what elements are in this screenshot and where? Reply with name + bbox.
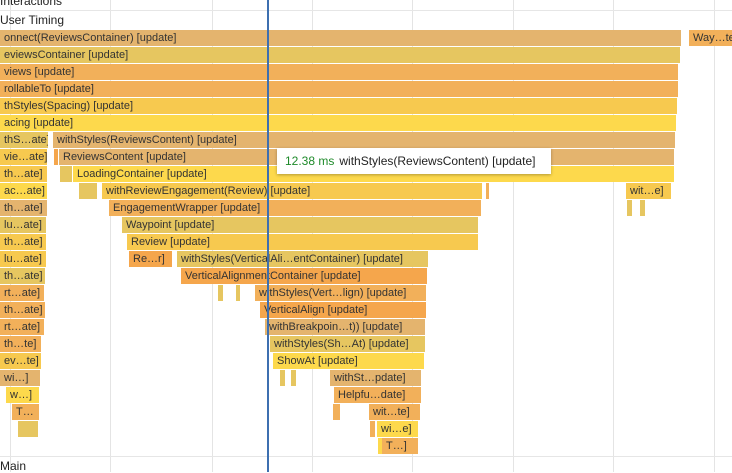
track-separator [0, 10, 732, 11]
flame-bar[interactable]: VerticalAlignmentContainer [update] [181, 268, 427, 284]
flame-bar[interactable]: wit…e] [626, 183, 671, 199]
flame-bar[interactable]: T…] [382, 438, 418, 454]
flame-bar[interactable]: acing [update] [0, 115, 676, 131]
flame-bar[interactable]: rollableTo [update] [0, 81, 678, 97]
flame-bar[interactable]: rt…ate] [0, 319, 44, 335]
flame-bar[interactable] [378, 438, 382, 454]
tooltip: 12.38 ms withStyles(ReviewsContent) [upda… [277, 148, 551, 174]
flame-bar[interactable]: Way…te] [689, 30, 732, 46]
flame-bar[interactable]: withStyles(Sh…At) [update] [270, 336, 425, 352]
flame-bar[interactable] [236, 285, 240, 301]
flame-bar[interactable]: th…te] [0, 336, 41, 352]
flame-bar[interactable] [370, 421, 375, 437]
flame-bar[interactable]: withStyles(Vert…lign) [update] [255, 285, 426, 301]
flame-bar[interactable] [486, 183, 489, 199]
flame-bar[interactable]: th…ate] [0, 166, 47, 182]
flame-bar[interactable]: thS…ate] [0, 132, 48, 148]
flame-bar[interactable]: withBreakpoin…t)) [update] [265, 319, 425, 335]
flame-bar[interactable]: wi…e] [377, 421, 418, 437]
flame-bar[interactable]: w…] [6, 387, 39, 403]
flame-bar[interactable]: th…ate] [0, 268, 45, 284]
flame-bar[interactable] [79, 183, 97, 199]
flame-bar[interactable]: Re…r] [129, 251, 172, 267]
grid-line [110, 0, 111, 472]
flame-bar[interactable]: ac…ate] [0, 183, 47, 199]
flame-bar[interactable]: ShowAt [update] [273, 353, 424, 369]
tooltip-name: withStyles(ReviewsContent) [update] [339, 154, 536, 168]
flame-bar[interactable]: T… [12, 404, 39, 420]
flame-bar[interactable]: Helpfu…date] [334, 387, 421, 403]
grid-line [714, 0, 715, 472]
flame-bar[interactable]: ev…te] [0, 353, 41, 369]
track-separator [0, 456, 732, 457]
flame-bar[interactable] [640, 200, 645, 216]
main-track-label[interactable]: Main [0, 459, 27, 473]
flame-bar[interactable]: vie…ate] [0, 149, 47, 165]
flame-bar[interactable]: VerticalAlign [update] [260, 302, 426, 318]
flame-bar[interactable]: withStyles(VerticalAli…entContainer) [up… [177, 251, 428, 267]
flame-bar[interactable]: lu…ate] [0, 251, 46, 267]
flame-bar[interactable] [54, 149, 58, 165]
flame-bar[interactable] [291, 370, 296, 386]
flame-bar[interactable]: wi…] [0, 370, 40, 386]
flame-bar[interactable] [218, 285, 223, 301]
flame-bar[interactable]: withStyles(ReviewsContent) [update] [53, 132, 675, 148]
flame-bar[interactable]: th…ate] [0, 200, 47, 216]
flame-bar[interactable]: th…ate] [0, 302, 45, 318]
flame-bar[interactable] [18, 421, 38, 437]
grid-line [613, 0, 614, 472]
flame-bar[interactable]: withSt…pdate] [330, 370, 421, 386]
flame-bar[interactable]: Waypoint [update] [122, 217, 478, 233]
flame-bar[interactable]: lu…ate] [0, 217, 46, 233]
flame-bar[interactable]: wit…te] [369, 404, 420, 420]
tooltip-duration: 12.38 ms [285, 154, 335, 168]
flame-bar[interactable] [333, 404, 340, 420]
flame-bar[interactable]: withReviewEngagement(Review) [update] [102, 183, 482, 199]
flame-bar[interactable]: rt…ate] [0, 285, 44, 301]
interactions-track-label[interactable]: Interactions [0, 0, 63, 8]
flame-bar[interactable]: Review [update] [127, 234, 478, 250]
flame-bar[interactable]: th…ate] [0, 234, 46, 250]
flame-bar[interactable] [60, 166, 72, 182]
flame-bar[interactable] [280, 370, 285, 386]
flame-bar[interactable]: views [update] [0, 64, 678, 80]
flame-bar[interactable]: onnect(ReviewsContainer) [update] [0, 30, 681, 46]
flame-bar[interactable] [627, 200, 632, 216]
time-cursor-line [267, 0, 269, 472]
flame-bar[interactable]: EngagementWrapper [update] [109, 200, 481, 216]
flame-bar[interactable]: thStyles(Spacing) [update] [0, 98, 677, 114]
user-timing-track-label[interactable]: User Timing [0, 13, 65, 27]
flame-bar[interactable]: eviewsContainer [update] [0, 47, 680, 63]
grid-line [513, 0, 514, 472]
